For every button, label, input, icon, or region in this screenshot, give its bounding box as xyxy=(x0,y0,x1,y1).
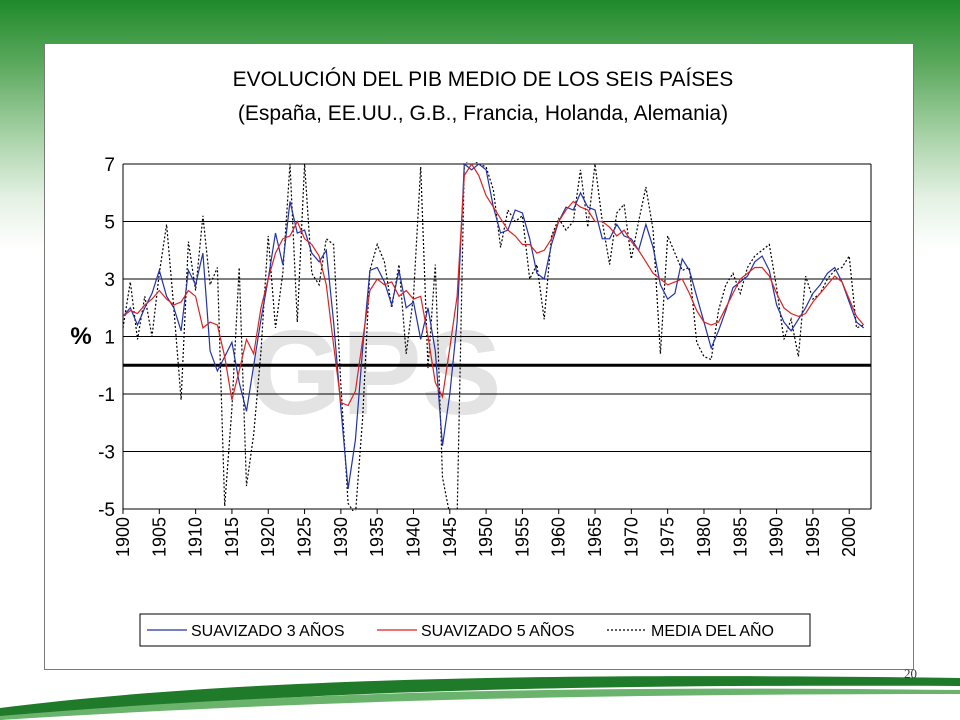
legend: SUAVIZADO 3 AÑOS SUAVIZADO 5 AÑOS MEDIA … xyxy=(139,613,811,647)
y-tick-label: 7 xyxy=(104,155,115,176)
x-tick-label: 1905 xyxy=(149,517,169,557)
y-axis-ticks: 7 5 3 1 -1 -3 -5 xyxy=(98,155,115,521)
x-tick-label: 1900 xyxy=(113,517,133,557)
x-tick-label: 1980 xyxy=(694,517,714,557)
x-tick-label: 1920 xyxy=(258,517,278,557)
y-tick-label: -1 xyxy=(98,385,115,406)
y-tick-label: -3 xyxy=(98,443,115,464)
chart-title: EVOLUCIÓN DEL PIB MEDIO DE LOS SEIS PAÍS… xyxy=(233,68,734,91)
y-axis-label: % xyxy=(70,323,91,350)
x-tick-label: 1970 xyxy=(621,517,641,557)
x-tick-label: 1995 xyxy=(803,517,823,557)
series-lines xyxy=(123,162,865,511)
legend-box xyxy=(139,613,811,647)
footer-swoosh xyxy=(0,676,960,720)
series-line-5yr xyxy=(123,162,865,407)
y-tick-label: 3 xyxy=(104,270,115,291)
x-tick-label: 1950 xyxy=(476,517,496,557)
x-tick-label: 1955 xyxy=(512,517,532,557)
legend-label-3yr: SUAVIZADO 3 AÑOS xyxy=(191,620,345,640)
chart-frame: GPS EVOLUCIÓN DEL PIB MEDIO DE LOS SEIS … xyxy=(44,43,914,670)
x-tick-label: 1990 xyxy=(767,517,787,557)
x-tick-label: 1915 xyxy=(222,517,242,557)
x-axis-ticks: 1900 1905 1910 1915 1920 1925 1930 1935 1940 1945… xyxy=(113,509,859,557)
x-tick-label: 1935 xyxy=(367,517,387,557)
x-tick-label: 1960 xyxy=(549,517,569,557)
x-tick-label: 1985 xyxy=(730,517,750,557)
series-line-media xyxy=(123,162,864,511)
y-tick-label: 1 xyxy=(104,328,115,349)
x-tick-label: 1910 xyxy=(186,517,206,557)
x-tick-label: 2000 xyxy=(839,517,859,557)
x-tick-label: 1965 xyxy=(585,517,605,557)
y-tick-label: 5 xyxy=(104,213,115,234)
legend-label-5yr: SUAVIZADO 5 AÑOS xyxy=(421,620,575,640)
watermark-logo: GPS xyxy=(248,306,501,440)
page-number: 20 xyxy=(904,666,917,681)
x-tick-label: 1930 xyxy=(331,517,351,557)
chart-subtitle: (España, EE.UU., G.B., Francia, Holanda,… xyxy=(238,102,728,125)
x-tick-label: 1945 xyxy=(440,517,460,557)
x-tick-label: 1975 xyxy=(658,517,678,557)
line-chart: GPS EVOLUCIÓN DEL PIB MEDIO DE LOS SEIS … xyxy=(70,68,872,647)
x-tick-label: 1940 xyxy=(403,517,423,557)
legend-label-media: MEDIA DEL AÑO xyxy=(651,620,774,640)
x-tick-label: 1925 xyxy=(295,517,315,557)
y-tick-label: -5 xyxy=(98,500,115,521)
